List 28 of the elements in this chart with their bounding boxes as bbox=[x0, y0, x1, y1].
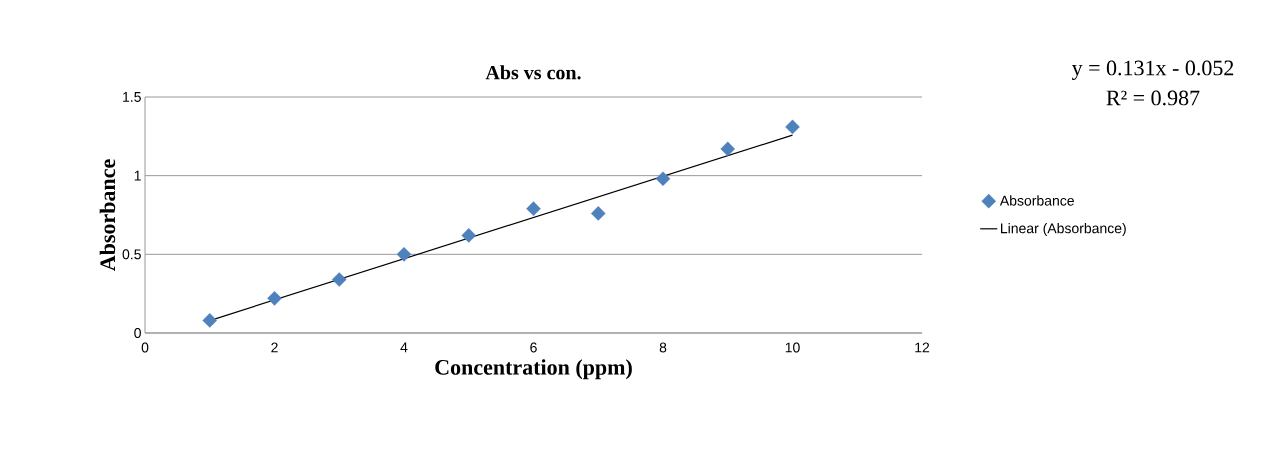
y-tick-label: 0 bbox=[134, 328, 141, 338]
x-tick-label: 12 bbox=[915, 342, 930, 353]
x-tick-label: 2 bbox=[271, 342, 278, 353]
y-tick-label: 1.5 bbox=[123, 92, 141, 102]
x-tick-label: 10 bbox=[785, 342, 800, 353]
text: y = 0.131x - 0.052 bbox=[1071, 60, 1234, 80]
point bbox=[267, 291, 282, 306]
x-tick-label: 4 bbox=[400, 342, 408, 353]
point bbox=[590, 206, 606, 221]
point bbox=[331, 272, 347, 287]
x-tick-label: 8 bbox=[659, 342, 667, 353]
x-tick-label: 0 bbox=[141, 342, 149, 353]
x-tick-label: 6 bbox=[530, 342, 537, 353]
y-tick-label: 0.5 bbox=[122, 249, 141, 260]
point bbox=[785, 119, 800, 135]
point bbox=[655, 171, 671, 187]
y-axis-title: Absorbance bbox=[99, 159, 116, 271]
y-tick-label: 1 bbox=[134, 170, 141, 181]
point bbox=[526, 201, 541, 216]
legend-label: Absorbance bbox=[999, 195, 1074, 206]
text: R² = 0.987 bbox=[1106, 90, 1200, 106]
point bbox=[202, 313, 218, 328]
point bbox=[396, 247, 412, 262]
point bbox=[461, 228, 477, 243]
legend-label: Linear (Absorbance) bbox=[1001, 222, 1126, 237]
point bbox=[720, 141, 736, 157]
x-axis-title: Concentration (ppm) bbox=[435, 359, 632, 380]
chart-title: Abs vs con. bbox=[485, 65, 581, 80]
